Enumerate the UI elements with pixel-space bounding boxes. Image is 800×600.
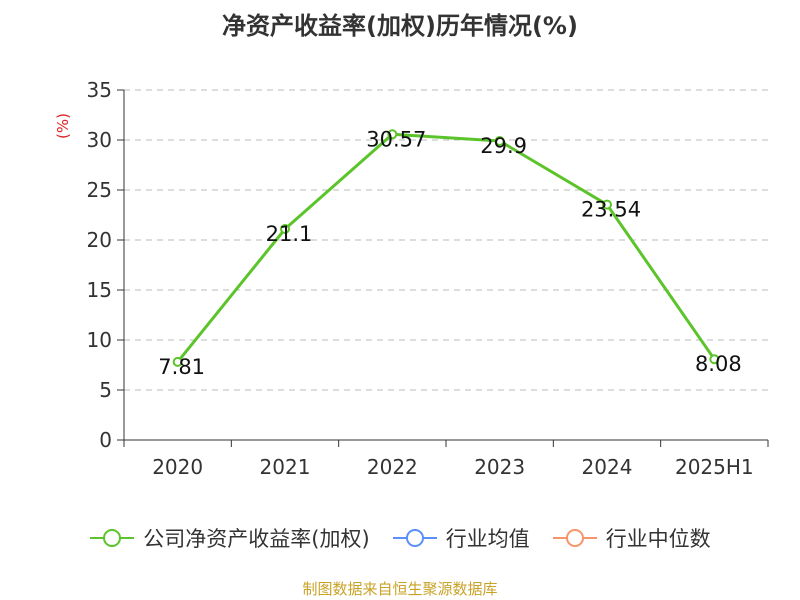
data-labels: 7.81 21.1 30.57 29.9 23.54 8.08 (158, 127, 741, 379)
x-tick-label: 2023 (474, 455, 525, 479)
source-note: 制图数据来自恒生聚源数据库 (302, 580, 498, 598)
grid-lines (124, 89, 768, 391)
data-point (280, 224, 290, 234)
legend-line-circle-icon (90, 529, 135, 547)
y-tick-label: 30 (87, 128, 112, 152)
y-tick-label: 10 (87, 328, 112, 352)
legend-line-circle-icon (392, 529, 437, 547)
legend-label: 公司净资产收益率(加权) (143, 527, 370, 551)
x-tick-label: 2021 (260, 455, 311, 479)
data-label: 7.81 (158, 355, 205, 379)
y-axis-label: (%) (54, 113, 72, 139)
legend-label: 行业均值 (445, 527, 530, 551)
y-tick-label: 15 (87, 278, 112, 302)
legend-marker (103, 529, 122, 547)
x-tick-label: 2020 (152, 455, 203, 479)
y-tick-label: 20 (87, 228, 112, 252)
legend-item[interactable]: 行业中位数 (552, 523, 711, 553)
legend-marker (565, 529, 584, 547)
data-point (602, 199, 612, 210)
legend-item[interactable]: 行业均值 (392, 523, 530, 553)
data-point (494, 136, 505, 146)
legend-item[interactable]: 公司净资产收益率(加权) (89, 523, 370, 553)
x-tick-label: 2022 (367, 455, 418, 479)
axes: 0 5 10 15 20 25 30 35 2020 2021 2022 2023 2024 2025H1… (54, 78, 769, 479)
x-tick-label: 2025H1 (675, 455, 754, 479)
y-tick-label: 5 (99, 378, 112, 402)
legend-label: 行业中位数 (605, 527, 711, 551)
legend-line-circle-icon (552, 529, 597, 547)
data-label: 23.54 (581, 198, 641, 222)
y-tick-label: 0 (99, 428, 112, 452)
data-label: 21.1 (266, 222, 313, 246)
x-tick-label: 2024 (582, 455, 633, 479)
series-line (176, 132, 716, 363)
legend: 公司净资产收益率(加权) 行业均值 行业中位数 (0, 520, 800, 556)
data-label: 8.08 (695, 352, 742, 376)
y-tick-label: 35 (87, 78, 112, 102)
legend-marker (405, 529, 424, 547)
data-point (172, 356, 183, 367)
data-label: 30.57 (366, 127, 426, 151)
data-label: 29.9 (480, 134, 527, 158)
chart-title: 净资产收益率(加权)历年情况(%) (222, 12, 578, 40)
data-point (387, 129, 398, 140)
y-tick-label: 25 (87, 178, 112, 202)
data-point (709, 354, 720, 365)
series-lines (172, 129, 720, 367)
